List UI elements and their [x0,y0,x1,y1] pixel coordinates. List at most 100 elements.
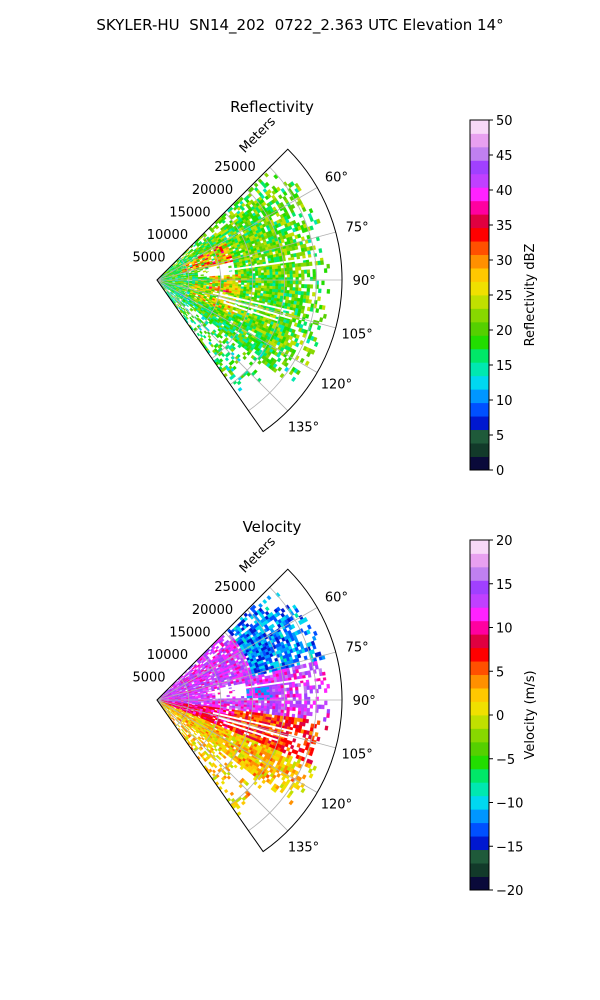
radar-gate [318,668,323,674]
radar-gate [266,285,270,290]
radar-gate [275,700,279,704]
radar-gate [311,635,317,642]
radar-gate [229,700,233,703]
radar-gate [272,703,276,707]
radar-gate [318,288,322,294]
radar-gate [257,287,262,291]
radar-gate [203,705,207,708]
radar-gate [295,693,299,698]
colorbar-tick-label: 35 [496,219,513,234]
radar-gate [274,292,279,296]
radar-gate [303,284,308,289]
radar-gate [289,283,293,288]
radar-gate [277,366,283,372]
radar-gate [280,286,285,291]
radar-gate [234,705,239,709]
radar-gate [275,274,279,278]
radar-gate [289,280,294,285]
colorbar-swatch [470,173,489,188]
colorbar-swatch [470,133,489,148]
radar-gate [299,301,303,307]
radar-gate [246,284,250,288]
panel-title: Reflectivity [230,98,314,116]
radar-gate [308,299,312,304]
radar-gate [255,705,259,709]
colorbar-tick-label: 20 [496,324,513,339]
radar-gate [234,272,239,275]
radar-gate [223,700,228,703]
radar-gate [269,280,273,284]
radar-gate [303,689,308,694]
radar-gate [246,282,250,286]
radar-gate [301,206,307,213]
radar-gate [236,380,242,386]
radar-gate [286,270,291,275]
radar-gate [309,711,313,717]
radar-gate [306,287,311,293]
radar-gate [205,267,209,270]
radar-gate [263,708,267,712]
radar-gate [295,270,299,275]
radar-gate [314,664,319,670]
radar-gate [293,673,297,678]
radar-gate [294,263,299,268]
colorbar-tick-label: 10 [496,394,513,409]
radar-gate [280,271,285,275]
radar-gate [305,338,311,344]
radar-gate [286,214,291,220]
radar-gate [226,703,230,706]
radar-gate [235,700,239,703]
radar-gate [246,269,250,272]
radar-gate [277,268,282,272]
radar-gate [219,289,224,292]
radar-gate [280,709,285,714]
radar-gate [260,689,265,694]
radar-gate [174,277,179,279]
radar-gate [266,705,270,710]
azimuth-tick-label: 120° [321,378,352,393]
radar-gate [277,706,282,710]
radar-gate [241,700,245,703]
radar-gate [289,290,293,295]
radar-gate [286,274,291,278]
radar-gate [319,317,324,323]
radar-gate [281,703,285,708]
radar-gate [307,250,312,255]
radar-gate [278,283,282,287]
radar-gate [272,286,276,290]
radar-gate [207,334,212,339]
radar-gate [303,321,308,327]
radar-gate [215,277,219,280]
radar-gate [285,713,290,718]
radar-gate [303,262,307,267]
radar-gate [301,722,306,727]
radar-gate [240,696,245,699]
radar-gate [238,700,242,703]
radar-gate [323,268,328,273]
radar-gate [240,206,246,212]
radar-gate [301,273,305,278]
radar-gate [266,280,271,284]
radar-gate [214,288,218,291]
radar-gate [299,357,305,364]
radar-gate [326,289,331,294]
radar-gate [286,700,291,705]
radar-gate [263,686,267,691]
radar-gate [215,645,220,650]
radar-gate [202,270,207,273]
radar-gate [301,284,305,289]
radar-gate [208,687,212,691]
radar-gate [314,732,319,737]
radar-gate [269,705,273,710]
radar-gate [291,293,296,298]
radar-gate [220,700,225,703]
radar-gate [269,700,273,704]
colorbar-swatch [470,187,489,202]
radar-gate [292,287,296,292]
radar-gate [276,357,282,363]
radar-gate [294,612,300,619]
radar-gate [289,690,293,695]
radar-gate [316,736,321,742]
radar-gate [266,269,270,273]
colorbar-tick-label: 40 [496,184,513,199]
